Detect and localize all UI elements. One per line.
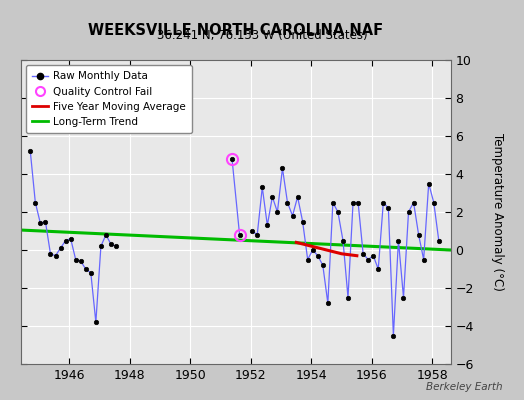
Text: 36.241 N, 76.133 W (United States): 36.241 N, 76.133 W (United States) <box>157 29 367 42</box>
Legend: Raw Monthly Data, Quality Control Fail, Five Year Moving Average, Long-Term Tren: Raw Monthly Data, Quality Control Fail, … <box>26 65 192 133</box>
Y-axis label: Temperature Anomaly (°C): Temperature Anomaly (°C) <box>490 133 504 291</box>
Text: Berkeley Earth: Berkeley Earth <box>427 382 503 392</box>
Title: WEEKSVILLE NORTH CAROLINA NAF: WEEKSVILLE NORTH CAROLINA NAF <box>88 23 384 38</box>
